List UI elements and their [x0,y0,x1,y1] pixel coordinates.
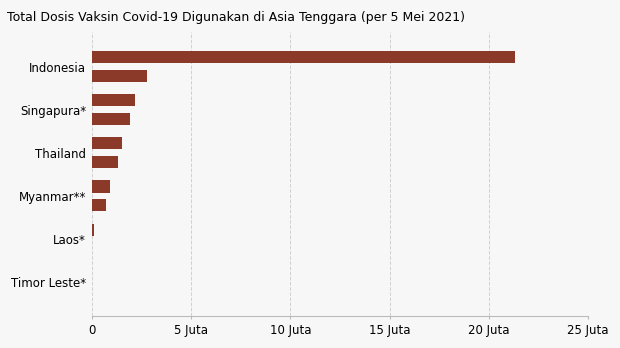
Bar [92,94,136,106]
Bar [92,181,110,192]
Bar [92,199,105,211]
Bar [92,223,94,236]
Bar [92,156,118,168]
Bar [92,113,130,125]
Bar [92,70,148,82]
Bar [92,137,122,150]
Text: Total Dosis Vaksin Covid-19 Digunakan di Asia Tenggara (per 5 Mei 2021): Total Dosis Vaksin Covid-19 Digunakan di… [7,11,466,24]
Bar [92,52,515,63]
